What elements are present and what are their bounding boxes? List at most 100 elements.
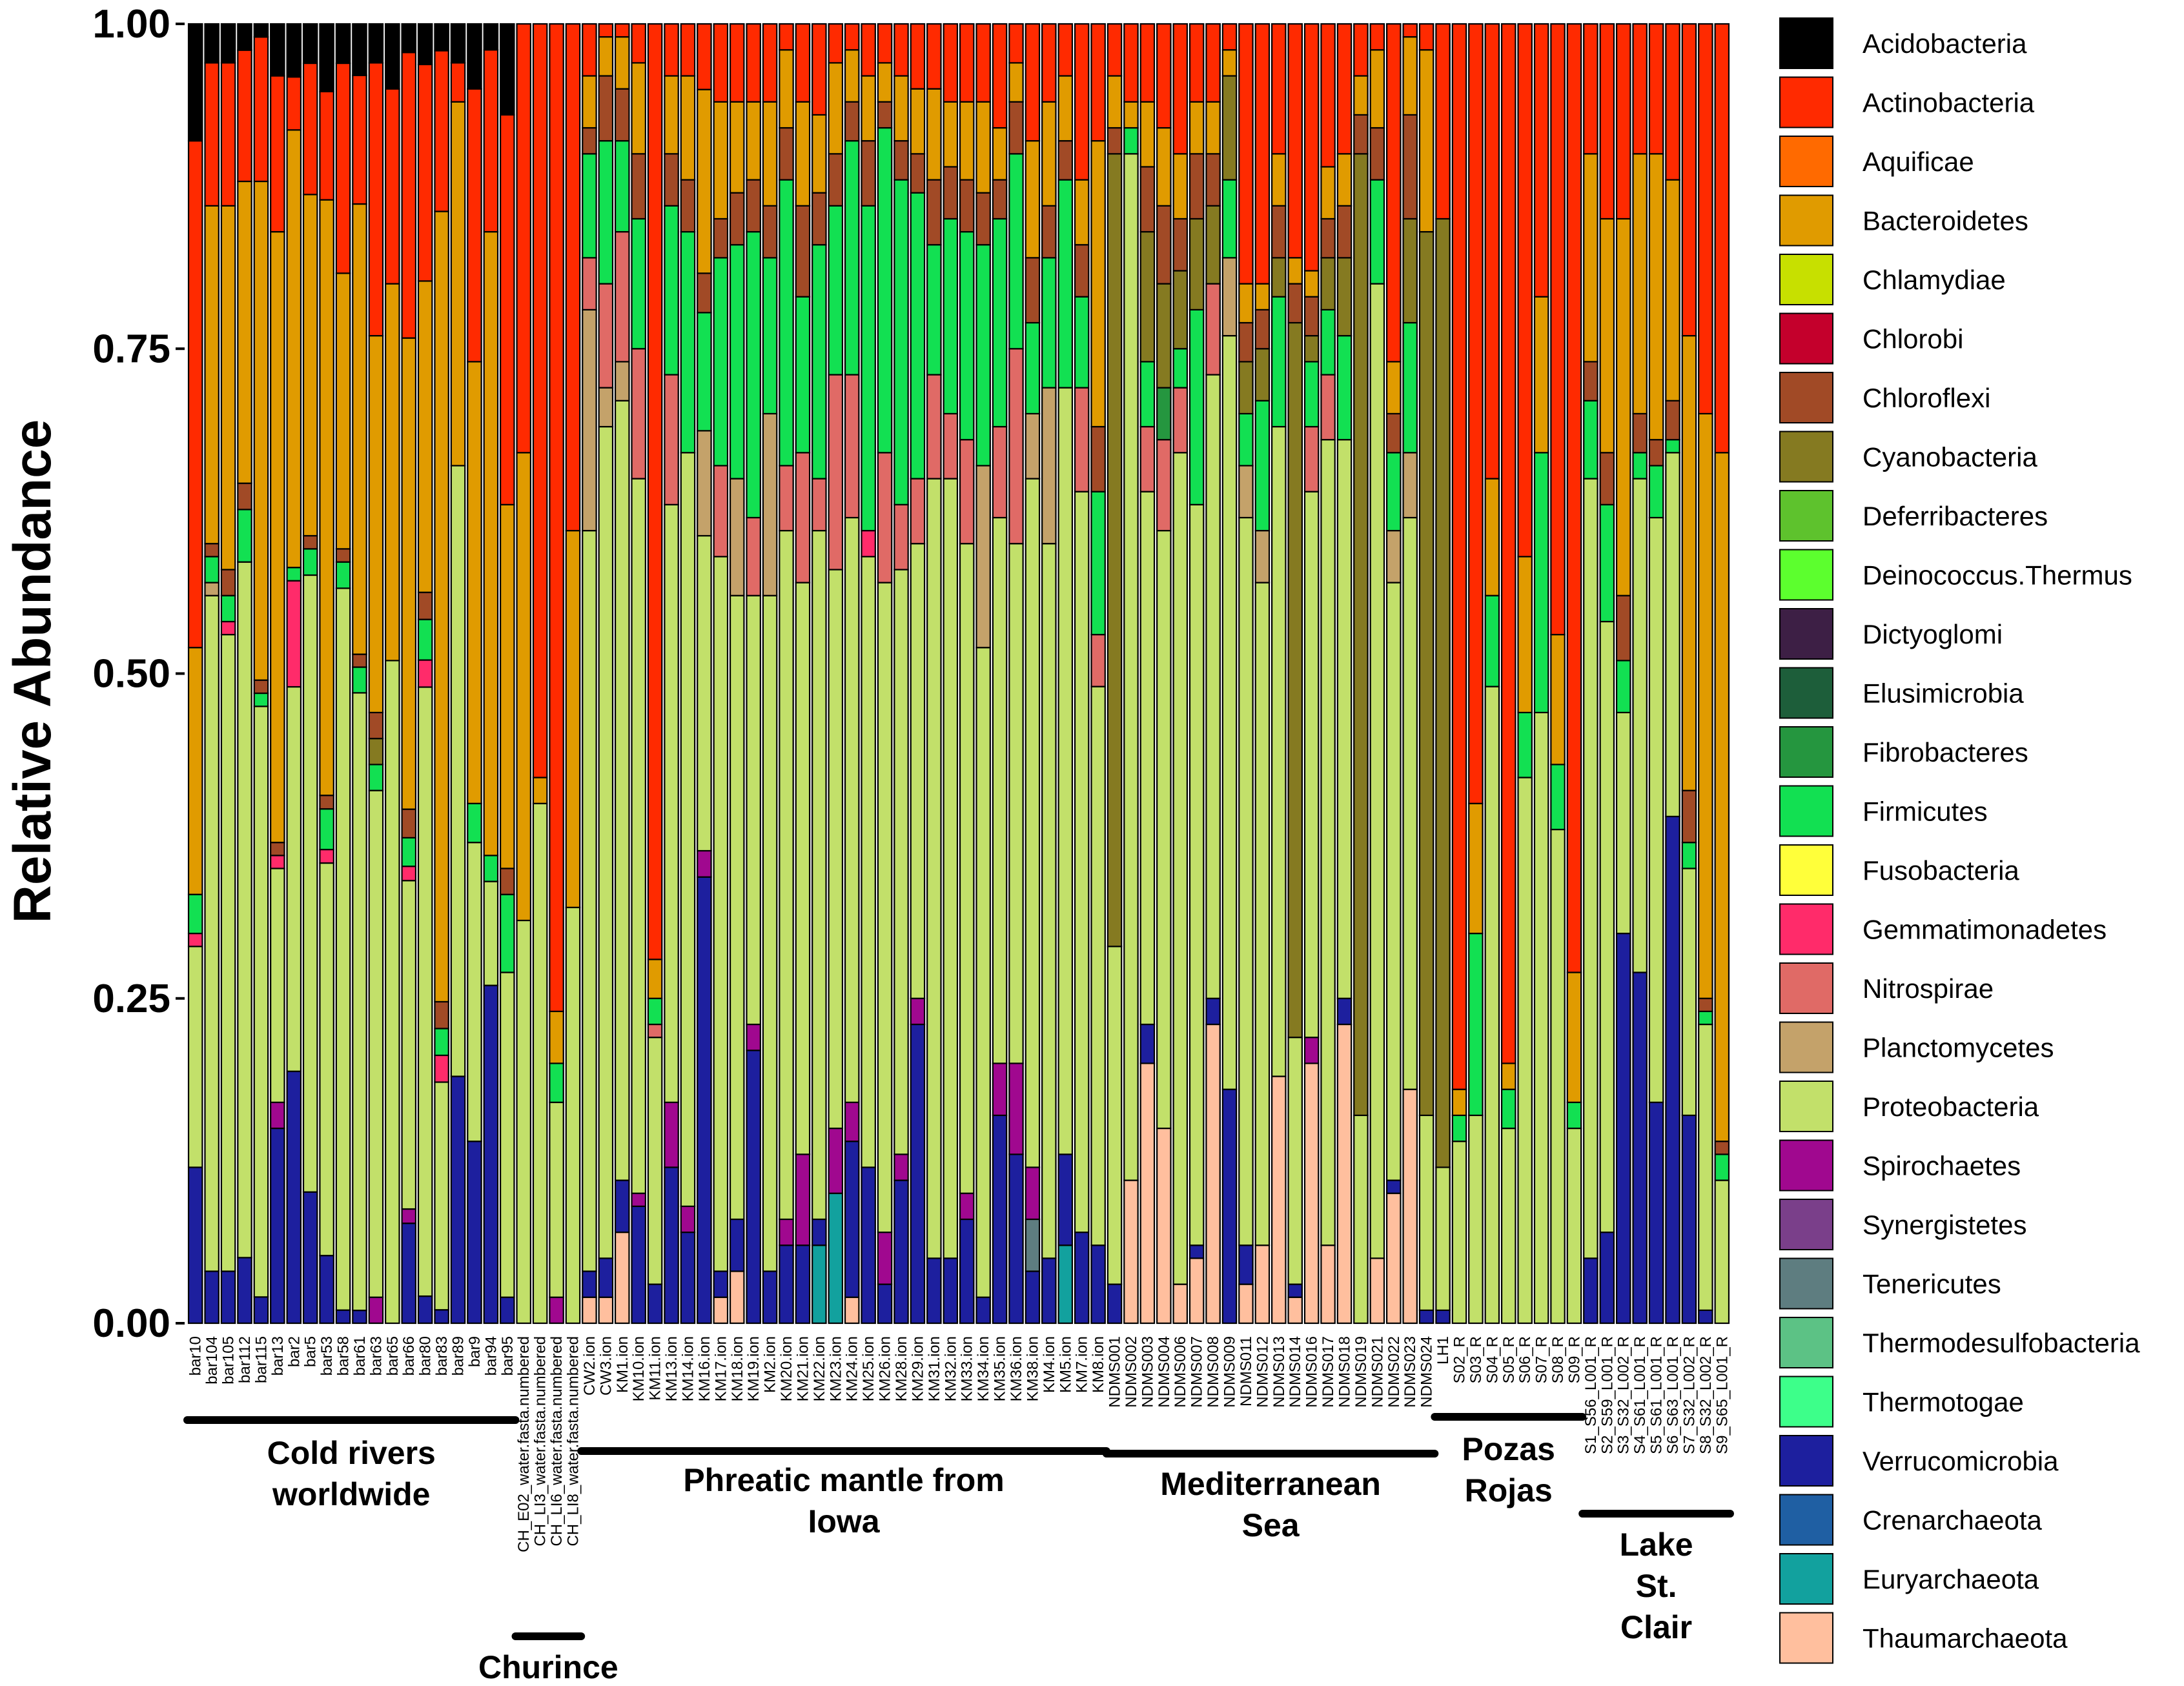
segment-firmicutes xyxy=(1057,179,1074,389)
segment-verrucomicrobia xyxy=(975,1296,991,1325)
x-tick-label: bar83 xyxy=(433,1336,451,1376)
legend-item-proteobacteria: Proteobacteria xyxy=(1779,1081,2039,1132)
segment-proteobacteria xyxy=(844,516,860,1103)
segment-cyanobacteria xyxy=(1303,335,1320,363)
segment-firmicutes xyxy=(1139,361,1156,428)
segment-proteobacteria xyxy=(220,634,236,1272)
segment-proteobacteria xyxy=(1681,868,1697,1117)
segment-chloroflexi xyxy=(1615,594,1631,662)
x-tick-label: bar53 xyxy=(318,1336,336,1376)
group-label: Iowa xyxy=(808,1503,880,1539)
legend-item-thaumarchaeota: Thaumarchaeota xyxy=(1779,1612,2068,1664)
segment-verrucomicrobia xyxy=(861,1166,876,1325)
segment-nitrospirae xyxy=(1320,374,1336,441)
segment-actinobacteria xyxy=(1320,23,1336,168)
group-label: Pozas xyxy=(1462,1431,1555,1467)
bar-cw2-ion xyxy=(582,23,597,1325)
bar-bar105 xyxy=(220,23,236,1325)
legend-swatch xyxy=(1779,194,1833,247)
segment-firmicutes xyxy=(500,893,515,973)
segment-nitrospirae xyxy=(746,516,761,596)
bar-ndms006 xyxy=(1172,23,1189,1325)
segment-verrucomicrobia xyxy=(187,1166,203,1325)
segment-firmicutes xyxy=(828,205,844,376)
segment-chloroflexi xyxy=(582,127,597,155)
segment-bacteroidetes xyxy=(1714,452,1730,1143)
legend-item-crenarchaeota: Crenarchaeota xyxy=(1779,1494,2042,1546)
segment-bacteroidetes xyxy=(1566,971,1582,1103)
segment-chloroflexi xyxy=(500,868,515,895)
segment-chloroflexi xyxy=(697,272,712,314)
segment-thaumarchaeota xyxy=(1336,1023,1352,1325)
segment-chloroflexi xyxy=(1386,412,1402,454)
segment-actinobacteria xyxy=(187,140,203,649)
segment-verrucomicrobia xyxy=(1221,1088,1238,1325)
bar-bar2 xyxy=(286,23,302,1325)
segment-acidobacteria xyxy=(417,23,433,66)
segment-chloroflexi xyxy=(729,192,745,246)
segment-actinobacteria xyxy=(1205,23,1221,103)
segment-bacteroidetes xyxy=(992,127,1008,181)
segment-chloroflexi xyxy=(762,205,778,259)
segment-actinobacteria xyxy=(220,62,236,207)
segment-acidobacteria xyxy=(467,23,482,90)
segment-bacteroidetes xyxy=(1599,218,1615,454)
bar-s03-r xyxy=(1468,23,1484,1325)
segment-actinobacteria xyxy=(516,23,531,454)
segment-firmicutes xyxy=(1500,1088,1516,1130)
segment-nitrospirae xyxy=(1008,348,1024,545)
legend-label: Elusimicrobia xyxy=(1863,678,2024,709)
x-tick-label: bar115 xyxy=(252,1336,270,1383)
x-tick-label: bar63 xyxy=(367,1336,385,1376)
segment-bacteroidetes xyxy=(187,647,203,895)
legend-label: Planctomycetes xyxy=(1863,1033,2054,1063)
segment-thaumarchaeota xyxy=(1205,1023,1221,1325)
x-tick-label: NDMS001 xyxy=(1107,1336,1124,1408)
segment-firmicutes xyxy=(614,140,630,233)
segment-actinobacteria xyxy=(1402,23,1418,38)
segment-verrucomicrobia xyxy=(1287,1283,1303,1298)
segment-verrucomicrobia xyxy=(1041,1257,1057,1325)
segment-spirochaetes xyxy=(959,1192,975,1221)
bar-bar112 xyxy=(237,23,252,1325)
segment-verrucomicrobia xyxy=(319,1255,334,1325)
segment-firmicutes xyxy=(1517,711,1533,778)
x-tick-label: KM22.ion xyxy=(811,1336,828,1401)
segment-actinobacteria xyxy=(1615,23,1631,220)
segment-verrucomicrobia xyxy=(270,1127,285,1325)
segment-verrucomicrobia xyxy=(253,1296,269,1325)
segment-bacteroidetes xyxy=(1533,296,1549,454)
segment-proteobacteria xyxy=(417,686,433,1297)
segment-firmicutes xyxy=(844,140,860,376)
legend-label: Deferribacteres xyxy=(1863,501,2048,531)
segment-euryarchaeota xyxy=(1057,1244,1074,1325)
x-tick-label: NDMS019 xyxy=(1352,1336,1370,1408)
segment-verrucomicrobia xyxy=(500,1296,515,1325)
segment-chloroflexi xyxy=(417,591,433,620)
bar-bar104 xyxy=(204,23,219,1325)
segment-bacteroidetes xyxy=(335,272,351,550)
segment-proteobacteria xyxy=(647,1037,663,1285)
legend-item-nitrospirae: Nitrospirae xyxy=(1779,962,1994,1014)
segment-verrucomicrobia xyxy=(1615,932,1631,1325)
segment-proteobacteria xyxy=(1714,1179,1730,1325)
segment-verrucomicrobia xyxy=(1189,1244,1205,1259)
segment-bacteroidetes xyxy=(975,101,991,194)
x-tick-label: S7_S32_L002_R xyxy=(1680,1336,1698,1454)
legend-swatch xyxy=(1779,431,1833,483)
bar-km20-ion xyxy=(779,23,794,1325)
segment-spirochaetes xyxy=(779,1218,794,1246)
segment-cyanobacteria xyxy=(1238,361,1254,415)
x-tick-label: S4_S61_L001_R xyxy=(1631,1336,1649,1454)
segment-thaumarchaeota xyxy=(844,1296,860,1325)
bar-ndms011 xyxy=(1238,23,1254,1325)
segment-acidobacteria xyxy=(352,23,367,76)
segment-verrucomicrobia xyxy=(352,1309,367,1325)
segment-bacteroidetes xyxy=(565,529,581,908)
segment-chloroflexi xyxy=(1648,439,1664,467)
segment-firmicutes xyxy=(483,855,499,882)
segment-proteobacteria xyxy=(795,582,811,1155)
segment-chloroflexi xyxy=(811,192,827,246)
segment-verrucomicrobia xyxy=(795,1244,811,1325)
segment-bacteroidetes xyxy=(844,49,860,103)
